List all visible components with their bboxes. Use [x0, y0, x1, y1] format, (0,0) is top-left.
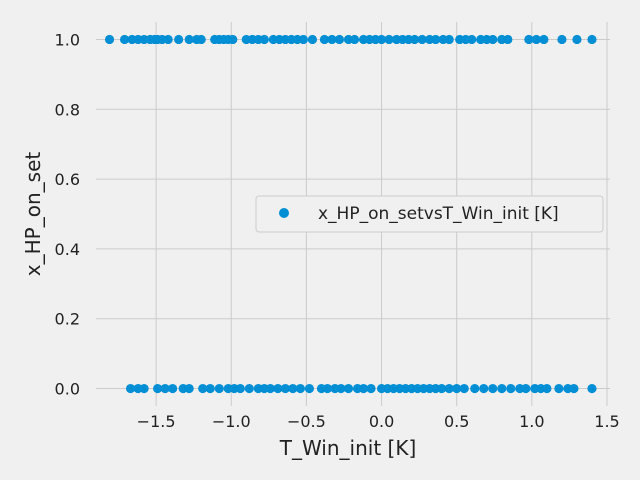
data-point [163, 34, 173, 45]
data-point [214, 383, 224, 394]
data-point [470, 383, 480, 394]
data-point [322, 383, 333, 394]
data-point [104, 34, 115, 45]
y-tick-label: 0.0 [55, 380, 80, 399]
data-point [531, 34, 541, 45]
data-point [572, 34, 582, 45]
data-point [228, 34, 238, 45]
legend-box [255, 195, 604, 233]
data-point [298, 34, 309, 45]
data-point [307, 34, 318, 45]
data-point [554, 383, 564, 394]
data-point [587, 383, 597, 394]
data-point [479, 383, 489, 394]
data-point [295, 383, 305, 394]
data-point [431, 34, 441, 45]
data-point [184, 383, 194, 394]
y-tick-label: 1.0 [55, 30, 80, 49]
x-tick-label: 1.5 [594, 412, 619, 431]
data-point [467, 34, 477, 45]
data-point [343, 383, 354, 394]
data-point [319, 34, 330, 45]
data-point [336, 383, 346, 394]
data-point [198, 383, 208, 394]
y-tick-label: 0.2 [55, 310, 80, 329]
data-point [184, 34, 194, 45]
data-point [139, 383, 149, 394]
legend-marker [279, 208, 289, 218]
legend: x_HP_on_setvsT_Win_init [K] [255, 195, 604, 233]
data-point [587, 34, 597, 45]
data-point [410, 34, 420, 45]
data-point [244, 383, 254, 394]
data-point [444, 383, 454, 394]
data-point [497, 383, 507, 394]
data-point [506, 383, 516, 394]
legend-label: x_HP_on_setvsT_Win_init [K] [318, 204, 559, 224]
x-tick-label: 0.0 [369, 412, 394, 431]
x-tick-label: 0.5 [444, 412, 469, 431]
data-point [539, 34, 549, 45]
data-point [349, 34, 360, 45]
y-tick-label: 0.8 [55, 100, 80, 119]
data-point [437, 383, 447, 394]
x-tick-label: 1.0 [519, 412, 544, 431]
data-point [160, 383, 170, 394]
data-point [280, 383, 290, 394]
data-point [417, 34, 427, 45]
x-axis-label: T_Win_init [K] [279, 436, 417, 460]
data-point [524, 34, 534, 45]
data-point [196, 34, 206, 45]
data-point [521, 383, 531, 394]
data-point [259, 34, 269, 45]
data-point [366, 383, 376, 394]
y-axis-label: x_HP_on_set [21, 152, 45, 277]
x-tick-label: −1.5 [137, 412, 176, 431]
data-point [288, 383, 298, 394]
y-tick-label: 0.4 [55, 240, 80, 259]
data-point [503, 34, 513, 45]
data-point [125, 383, 136, 394]
data-points [104, 34, 597, 394]
y-tick-label: 0.6 [55, 170, 80, 189]
data-point [273, 383, 283, 394]
data-point [119, 34, 130, 45]
x-tick-labels: −1.5 −1.0 −0.5 0.0 0.5 1.0 1.5 [137, 412, 620, 431]
data-point [488, 383, 498, 394]
data-point [358, 383, 369, 394]
x-tick-label: −0.5 [287, 412, 326, 431]
data-point [235, 383, 245, 394]
y-tick-labels: 0.0 0.2 0.4 0.6 0.8 1.0 [55, 30, 80, 398]
data-point [327, 34, 337, 45]
data-point [444, 34, 454, 45]
data-point [459, 383, 469, 394]
data-point [334, 34, 345, 45]
data-point [452, 383, 462, 394]
data-point [488, 34, 498, 45]
data-point [205, 383, 215, 394]
x-tick-label: −1.0 [212, 412, 251, 431]
data-point [304, 383, 315, 394]
data-point [153, 383, 163, 394]
data-point [376, 34, 387, 45]
data-point [542, 383, 552, 394]
data-point [569, 383, 579, 394]
data-point [557, 34, 567, 45]
data-point [174, 34, 184, 45]
data-point [168, 383, 178, 394]
data-point [265, 383, 275, 394]
data-point [384, 34, 394, 45]
